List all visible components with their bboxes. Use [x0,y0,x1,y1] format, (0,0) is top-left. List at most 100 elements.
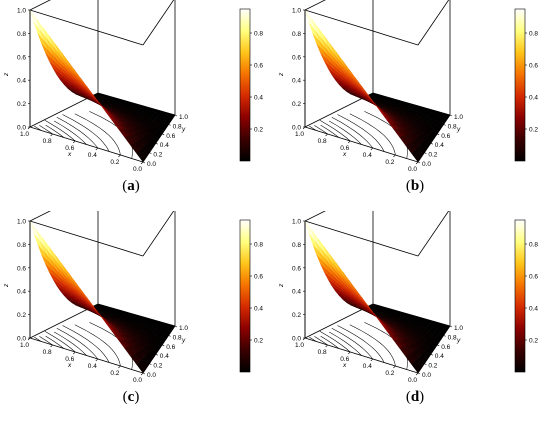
contour-line [314,125,328,135]
z-tick-label: 0.4 [292,78,301,85]
contour-line [309,336,317,342]
panel-b: 0.0 0.2 0.4 0.6 0.8 1.0 0.0 0.2 0.4 0.6 0.8 1.0 0.0 0… [275,0,550,211]
y-tick-label: 1.0 [454,114,463,121]
x-tick-label: 1.0 [20,342,29,349]
x-tick-label: 0.8 [43,138,52,145]
caption-open-paren: ( [405,178,411,194]
contour-line [329,120,362,145]
z-tick-label: 0.4 [292,289,301,296]
z-tick-label: 0.8 [292,242,301,249]
colorbar-tick-label: 0.6 [529,273,538,280]
z-tick-label: 0.2 [17,312,26,319]
caption-letter: d [410,389,420,405]
z-tick-label: 1.0 [292,219,301,226]
y-tick-mark [449,325,453,328]
y-tick-mark [443,124,446,126]
x-tick-label: 0.6 [65,145,74,152]
caption-close-paren: ) [419,389,425,405]
x-tick-mark [140,161,144,165]
z-axis-label: z [278,283,285,288]
colorbar-tick-label: 0.4 [529,94,538,101]
contour-line [45,124,65,138]
contour-line [320,124,340,138]
y-tick-mark [174,325,178,328]
x-tick-label: 1.0 [295,342,304,349]
x-tick-label: 0.2 [385,370,394,377]
z-tick-label: 0.8 [17,242,26,249]
contour-line [309,125,317,131]
x-tick-label: 0.0 [408,166,417,173]
contour-line [314,336,328,346]
y-tick-mark [424,152,427,154]
surface [29,220,176,374]
contour-line [56,117,99,149]
colorbar-tick-label: 0.8 [529,241,538,248]
contour-line [56,328,99,360]
colorbar-tick-label: 0.4 [254,305,263,312]
x-tick-mark [415,372,419,376]
y-tick-mark [437,133,440,136]
x-tick-label: 1.0 [295,131,304,138]
y-tick-mark [168,124,171,126]
contour-line [320,335,340,349]
z-axis-label: z [278,72,285,77]
y-tick-label: 0.8 [448,334,457,341]
x-tick-mark [302,126,306,130]
box-edge [29,220,144,257]
x-tick-label: 0.2 [110,159,119,166]
colorbar-tick-label: 0.8 [254,241,263,248]
panel-c: 0.0 0.2 0.4 0.6 0.8 1.0 0.0 0.2 0.4 0.6 0.8 1.0 0.0 0… [0,211,275,422]
colorbar-tick-label: 0.2 [529,337,538,344]
y-tick-mark [443,335,446,337]
y-tick-label: 0.2 [428,363,437,370]
caption-close-paren: ) [134,178,140,194]
surface [29,9,176,163]
box-edge [142,0,175,46]
box-edge [417,211,450,257]
y-tick-label: 0.6 [441,133,450,140]
x-axis-label: x [342,151,347,158]
contour-line [54,120,87,145]
x-tick-mark [393,365,396,369]
contour-line [39,336,53,346]
y-tick-label: 1.0 [179,325,188,332]
y-tick-label: 0.2 [153,363,162,370]
y-tick-label: 0.4 [160,353,169,360]
y-axis-label: y [456,126,461,133]
y-tick-mark [155,353,158,356]
surface-patch [411,362,421,374]
caption-close-paren: ) [419,178,425,194]
contour-line [331,117,374,149]
box-edge [29,9,144,46]
colorbar [514,219,526,373]
x-tick-label: 0.8 [318,138,327,145]
y-tick-label: 0.0 [422,372,431,379]
contour-line [44,331,76,353]
x-tick-label: 0.6 [340,145,349,152]
x-tick-mark [118,154,121,158]
y-tick-mark [155,142,158,145]
z-tick-label: 1.0 [17,219,26,226]
y-tick-label: 0.4 [435,142,444,149]
x-tick-label: 0.4 [88,152,97,159]
x-tick-mark [415,161,419,165]
x-tick-mark [140,372,144,376]
contour-line [62,325,110,363]
x-tick-mark [370,147,374,151]
contour-line [74,113,121,156]
z-tick-label: 0.6 [292,54,301,61]
x-tick-mark [325,133,328,137]
z-tick-label: 0.4 [17,78,26,85]
z-tick-label: 0.4 [17,289,26,296]
y-tick-mark [162,133,165,136]
colorbar [239,8,251,162]
surface [304,9,451,163]
box-edge [304,9,419,46]
colorbar-tick-label: 0.6 [529,62,538,69]
contour-line [337,325,385,363]
x-tick-label: 0.4 [363,152,372,159]
box-edge [29,0,51,11]
y-tick-label: 0.2 [153,152,162,159]
x-tick-mark [302,337,306,341]
z-tick-label: 0.2 [292,101,301,108]
